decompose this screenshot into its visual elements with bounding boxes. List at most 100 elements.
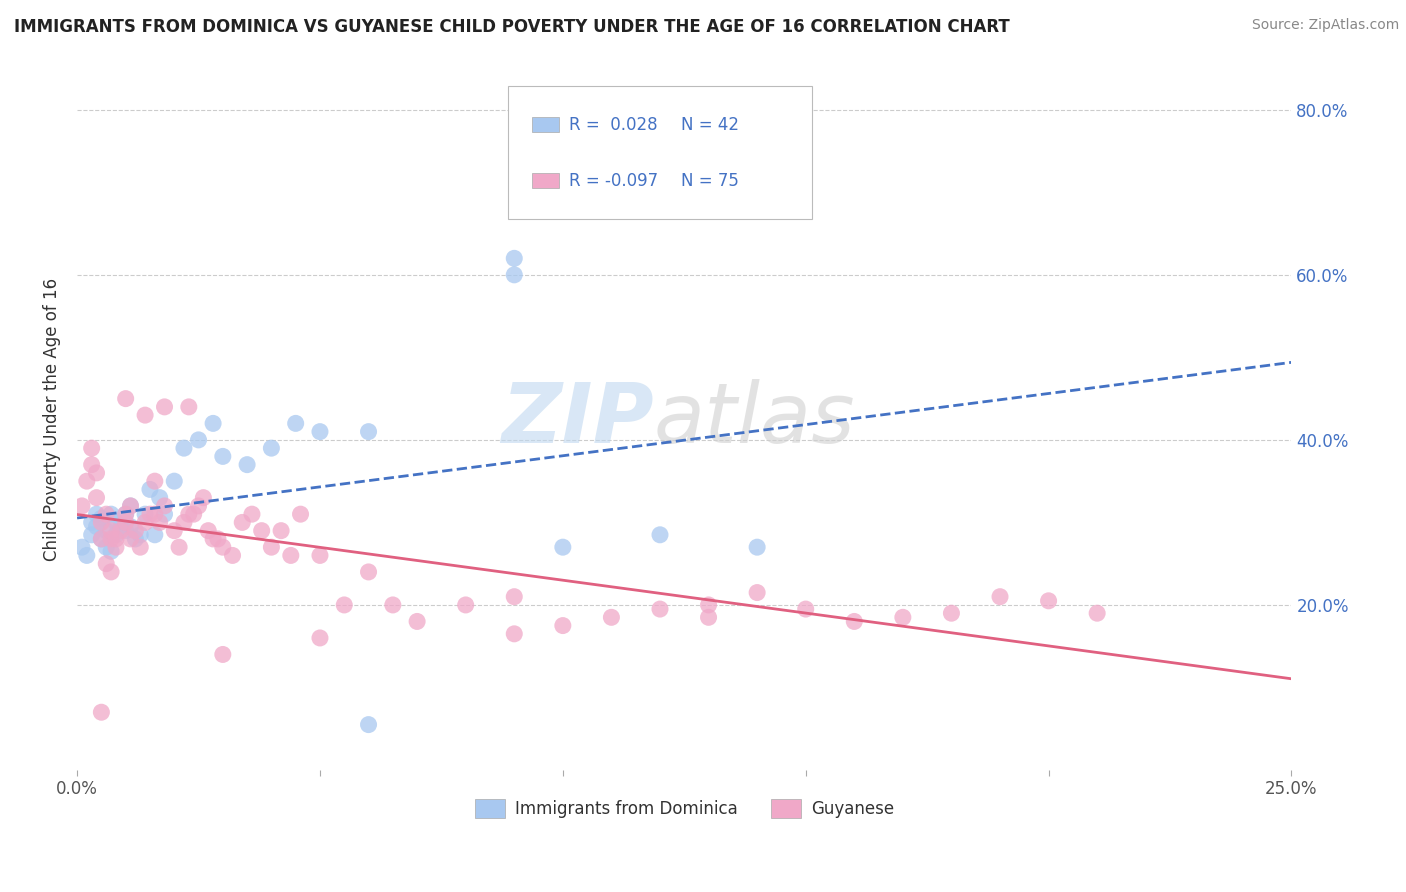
Point [1038,594,1060,608]
Point [941,606,963,620]
Point [187,433,209,447]
Point [211,648,233,662]
Point [90,532,112,546]
Point [648,602,671,616]
Point [86,519,108,533]
Point [153,499,176,513]
Point [90,511,112,525]
Point [309,549,332,563]
Point [309,631,332,645]
Point [134,516,156,530]
Point [143,507,166,521]
Point [104,540,127,554]
Point [891,610,914,624]
Point [129,528,152,542]
Point [149,491,172,505]
Point [503,627,526,641]
Point [90,516,112,530]
Point [173,441,195,455]
Point [124,524,146,538]
Point [794,602,817,616]
Point [153,400,176,414]
Point [167,540,190,554]
Text: N = 75: N = 75 [681,172,738,190]
Point [86,466,108,480]
Point [90,705,112,719]
Point [173,516,195,530]
Point [90,532,112,546]
Point [280,549,302,563]
Point [551,618,574,632]
Point [357,717,380,731]
Point [600,610,623,624]
Point [197,524,219,538]
Point [139,483,162,497]
Point [114,507,136,521]
Point [70,540,93,554]
Point [96,557,118,571]
Point [406,615,429,629]
Text: R =  0.028: R = 0.028 [569,116,658,134]
Point [844,615,866,629]
Point [134,408,156,422]
Point [104,532,127,546]
Point [134,507,156,521]
Point [124,532,146,546]
Point [163,474,186,488]
Text: N = 42: N = 42 [681,116,738,134]
Point [333,598,356,612]
Point [96,540,118,554]
Point [114,392,136,406]
Bar [533,173,560,188]
Point [231,516,253,530]
Point [143,528,166,542]
Point [697,610,720,624]
Legend: Immigrants from Dominica, Guyanese: Immigrants from Dominica, Guyanese [468,792,901,825]
Point [747,540,769,554]
Point [76,549,98,563]
Point [221,549,243,563]
Point [503,252,526,266]
Point [110,519,132,533]
Point [270,524,292,538]
Point [120,519,142,533]
Point [309,425,332,439]
Point [697,598,720,612]
Point [193,491,215,505]
Point [503,268,526,282]
Point [80,441,103,455]
FancyBboxPatch shape [508,86,811,219]
Point [551,540,574,554]
Point [110,524,132,538]
Point [240,507,263,521]
Point [236,458,259,472]
Point [114,524,136,538]
Point [80,516,103,530]
Point [177,400,200,414]
Point [149,516,172,530]
Point [129,540,152,554]
Point [454,598,477,612]
Point [96,524,118,538]
Point [202,417,225,431]
Point [503,590,526,604]
Bar [533,117,560,132]
Text: atlas: atlas [654,379,855,459]
Point [211,450,233,464]
Point [70,499,93,513]
Point [120,532,142,546]
Point [104,528,127,542]
Point [100,544,122,558]
Point [250,524,273,538]
Y-axis label: Child Poverty Under the Age of 16: Child Poverty Under the Age of 16 [44,277,60,561]
Text: ZIP: ZIP [502,379,654,459]
Point [104,516,127,530]
Point [80,458,103,472]
Point [114,516,136,530]
Point [207,532,229,546]
Point [357,425,380,439]
Text: R = -0.097: R = -0.097 [569,172,658,190]
Point [177,507,200,521]
Point [357,565,380,579]
Point [139,507,162,521]
